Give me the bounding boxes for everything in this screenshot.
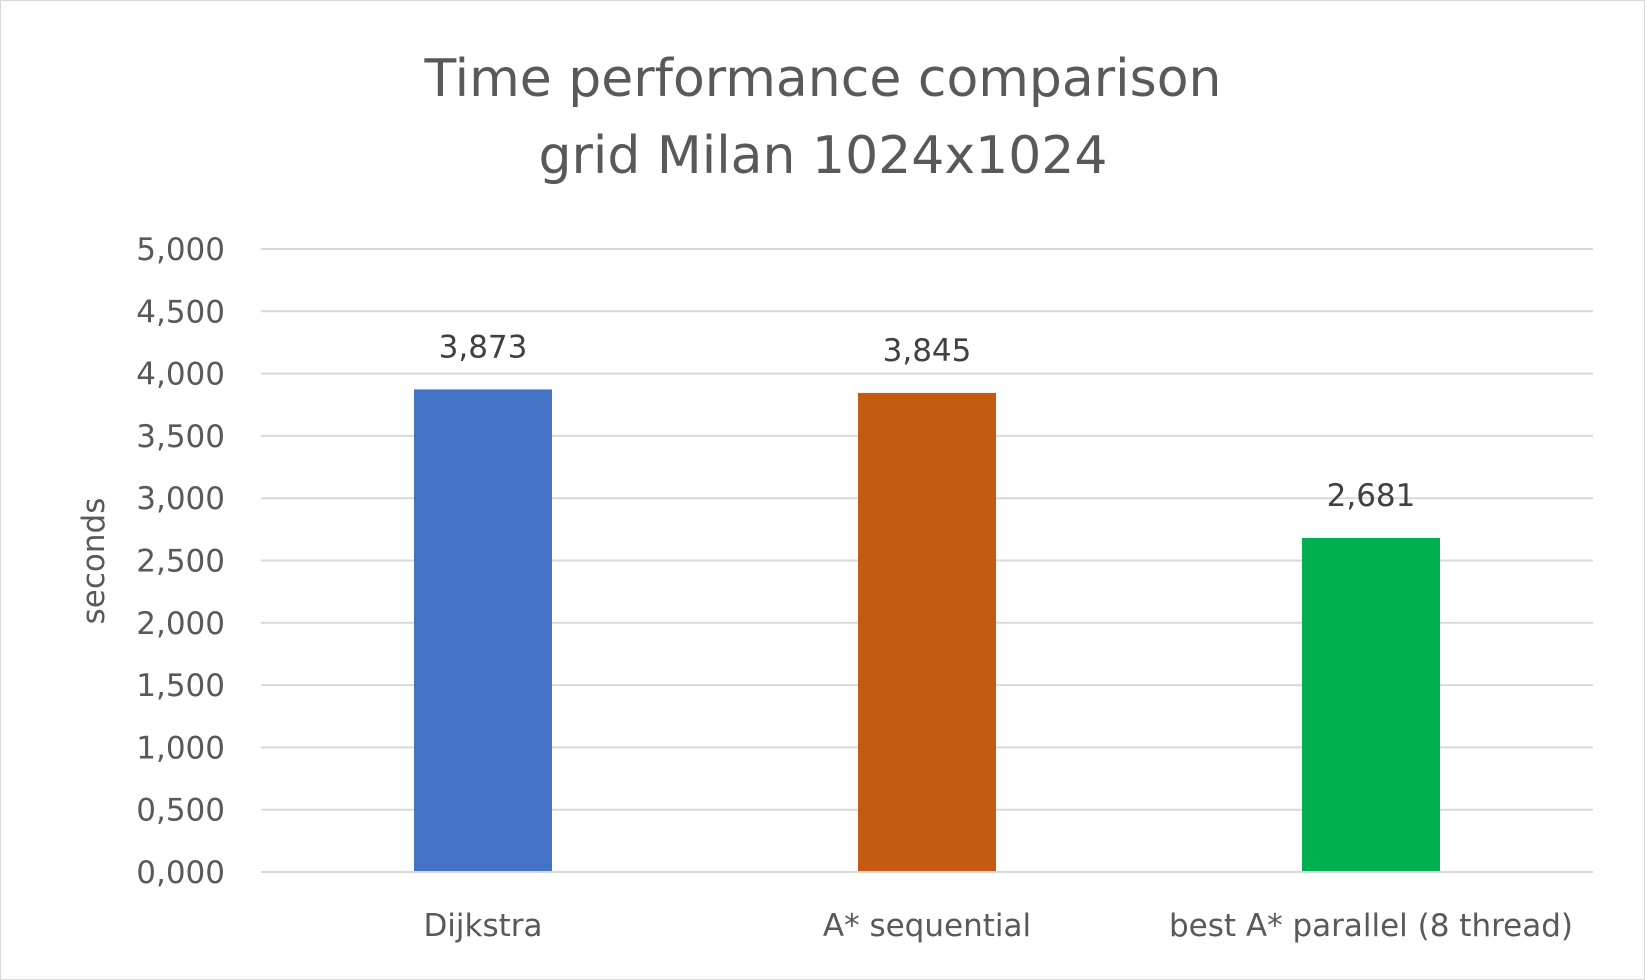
y-tick-label: 2,000 bbox=[136, 606, 225, 642]
y-tick-label: 2,500 bbox=[136, 544, 225, 580]
bar bbox=[1302, 537, 1440, 872]
y-axis-title: seconds bbox=[76, 498, 112, 625]
x-tick-label: Dijkstra bbox=[423, 908, 542, 944]
y-tick-label: 4,000 bbox=[136, 357, 225, 393]
chart-title-line-2: grid Milan 1024x1024 bbox=[539, 126, 1108, 186]
chart-title-line-1: Time performance comparison bbox=[424, 49, 1222, 109]
bars bbox=[414, 389, 1440, 872]
y-tick-label: 3,000 bbox=[136, 481, 225, 517]
x-tick-label: best A* parallel (8 thread) bbox=[1169, 908, 1573, 944]
y-tick-label: 4,500 bbox=[136, 294, 225, 330]
x-tick-label: A* sequential bbox=[823, 908, 1031, 944]
y-tick-label: 1,500 bbox=[136, 668, 225, 704]
y-axis-ticks: 0,000 0,500 1,000 1,500 2,000 2,500 3,000 3,500… bbox=[136, 232, 225, 891]
y-tick-label: 0,500 bbox=[136, 793, 225, 829]
x-axis-ticks: Dijkstra A* sequential best A* parallel (8… bbox=[423, 908, 1573, 944]
bar bbox=[858, 392, 996, 872]
bar-value-label: 3,873 bbox=[439, 329, 528, 365]
bar-value-label: 3,845 bbox=[883, 333, 972, 369]
chart-title: Time performance comparison grid Milan 1… bbox=[424, 49, 1222, 186]
bar bbox=[414, 389, 552, 872]
bar-value-label: 2,681 bbox=[1327, 478, 1416, 514]
y-tick-label: 5,000 bbox=[136, 232, 225, 268]
y-tick-label: 3,500 bbox=[136, 419, 225, 455]
y-tick-label: 1,000 bbox=[136, 730, 225, 766]
data-labels: 3,873 3,845 2,681 bbox=[439, 329, 1416, 514]
y-tick-label: 0,000 bbox=[136, 855, 225, 891]
